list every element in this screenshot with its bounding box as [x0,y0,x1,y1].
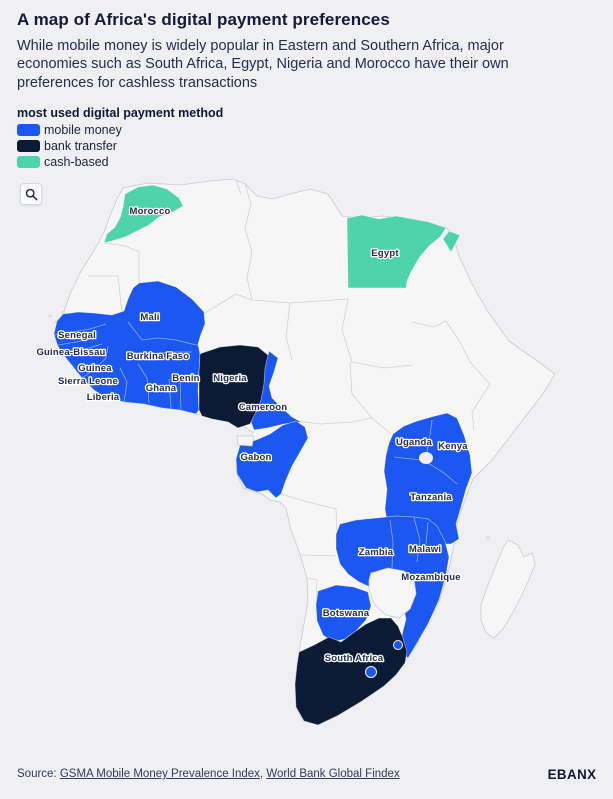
country-eswatini[interactable] [393,640,403,650]
country-label: Senegal [58,330,96,341]
country-egypt-sinai[interactable] [442,230,461,253]
header: A map of Africa's digital payment prefer… [0,0,613,92]
country-cameroon[interactable] [250,350,303,431]
country-label: Sierra Leone [58,376,118,387]
country-label: Botswana [323,608,370,619]
legend-item-cash-based: cash-based [17,156,596,169]
country-label: Malawi [409,544,441,555]
country-label: Zambia [359,547,394,558]
africa-landmass [53,178,556,726]
intra-region-borders [53,321,458,569]
country-label: Guinea [78,363,112,374]
country-borders [88,179,491,606]
country-label: South Africa [325,653,384,664]
legend-swatch-cash-based [17,156,40,169]
country-labels: Morocco Egypt Mali Senegal Guinea-Bissau Burk… [35,205,469,666]
country-label: Ghana [146,383,177,394]
country-egypt[interactable] [346,214,447,289]
country-label: Egypt [371,248,399,259]
country-equatorial-guinea [236,435,255,447]
legend-item-bank-transfer: bank transfer [17,140,596,153]
country-label: Liberia [87,392,120,403]
legend-label: mobile money [44,123,122,138]
africa-map: Morocco Egypt Mali Senegal Guinea-Bissau Burk… [0,172,613,745]
country-label: Kenya [438,441,468,452]
region-gabon-congo[interactable] [235,420,309,499]
legend-label: bank transfer [44,139,117,154]
legend-item-mobile-money: mobile money [17,124,596,137]
country-label: Cameroon [239,402,288,413]
region-east-africa[interactable] [383,412,473,545]
legend: most used digital payment method mobile … [0,92,613,169]
legend-swatch-mobile-money [17,124,40,137]
legend-title: most used digital payment method [17,105,224,120]
country-label: Tanzania [410,492,452,503]
country-label: Gabon [240,452,271,463]
ebanx-logo: EBANX [548,766,597,782]
country-label: Mali [140,312,159,323]
lake-victoria [419,452,433,464]
legend-swatch-bank-transfer [17,140,40,153]
country-label: Mozambique [401,572,461,583]
country-label: Uganda [396,437,433,448]
source-link-gsma[interactable]: GSMA Mobile Money Prevalence Index [59,768,260,780]
country-label: Burkina Faso [127,351,190,362]
source-link-findex[interactable]: World Bank Global Findex [266,768,400,780]
country-label: Nigeria [213,373,247,384]
country-lesotho[interactable] [365,666,377,678]
country-zimbabwe [368,567,417,619]
country-south-africa[interactable] [294,617,408,726]
country-label: Guinea-Bissau [36,347,105,358]
legend-label: cash-based [44,155,109,170]
source-line: Source: GSMA Mobile Money Prevalence Ind… [17,768,400,780]
country-morocco[interactable] [103,184,184,244]
country-madagascar [480,539,536,639]
source-label: Source: [17,768,57,780]
magnifier-icon [25,188,37,200]
zoom-button[interactable] [20,183,42,205]
page-title: A map of Africa's digital payment prefer… [17,10,390,29]
africa-map-svg: Morocco Egypt Mali Senegal Guinea-Bissau Burk… [35,178,556,726]
footer: Source: GSMA Mobile Money Prevalence Ind… [17,766,597,782]
country-label: Benin [172,373,199,384]
country-label: Morocco [130,206,171,217]
region-west-africa[interactable] [53,280,206,415]
page-subtitle: While mobile money is widely popular in … [17,38,509,91]
source-separator: , [259,768,267,780]
